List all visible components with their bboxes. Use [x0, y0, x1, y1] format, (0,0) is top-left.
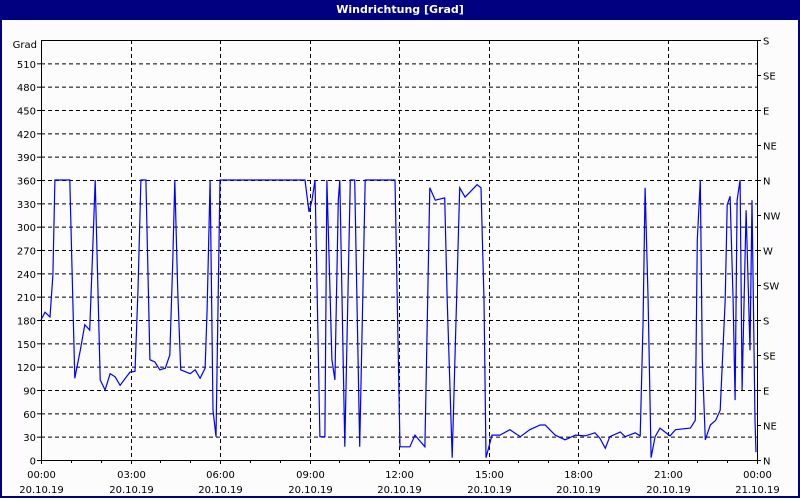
y2-tick-label: N — [763, 177, 770, 188]
y-tick-label: 90 — [23, 387, 36, 398]
x-tick-date: 20.10.19 — [288, 485, 333, 496]
y2-tick-label: S — [763, 37, 769, 48]
series-line-wind-direction — [40, 179, 757, 458]
x-tick-date: 20.10.19 — [646, 485, 691, 496]
x-tick-date: 20.10.19 — [467, 485, 512, 496]
y2-tick-label: NE — [763, 422, 777, 433]
y-tick-label: 270 — [17, 247, 36, 258]
x-tick-time: 12:00 — [385, 470, 414, 481]
y-tick-label: 0 — [30, 457, 36, 468]
y-tick-label: 60 — [23, 410, 36, 421]
x-tick-time: 03:00 — [117, 470, 146, 481]
x-tick-time: 15:00 — [475, 470, 504, 481]
window-title: Windrichtung [Grad] — [0, 0, 800, 20]
y-tick-label: 300 — [17, 223, 36, 234]
y-tick-label: 210 — [17, 293, 36, 304]
y2-tick-label: SE — [763, 72, 776, 83]
y2-tick-label: E — [763, 387, 769, 398]
y-tick-label: 480 — [17, 83, 36, 94]
y-tick-label: 330 — [17, 200, 36, 211]
x-tick-time: 00:00 — [743, 470, 772, 481]
y2-tick-label: S — [763, 317, 769, 328]
y-tick-label: 150 — [17, 340, 36, 351]
x-tick-time: 09:00 — [296, 470, 325, 481]
y2-tick-label: N — [763, 457, 770, 468]
x-tick-date: 20.10.19 — [556, 485, 601, 496]
x-tick-time: 00:00 — [27, 470, 56, 481]
y2-tick-label: SW — [763, 282, 779, 293]
y-tick-label: 510 — [17, 60, 36, 71]
y2-tick-label: W — [763, 247, 773, 258]
y-tick-label: 120 — [17, 363, 36, 374]
y-tick-label: 180 — [17, 317, 36, 328]
y-axis-label: Grad — [13, 40, 37, 51]
x-tick-date: 21.10.19 — [735, 485, 780, 496]
y2-tick-label: E — [763, 107, 769, 118]
y-tick-label: 420 — [17, 130, 36, 141]
y-tick-label: 360 — [17, 177, 36, 188]
x-tick-date: 20.10.19 — [198, 485, 243, 496]
y2-tick-label: NW — [763, 212, 780, 223]
x-tick-time: 21:00 — [654, 470, 683, 481]
x-tick-date: 20.10.19 — [109, 485, 154, 496]
y-tick-label: 450 — [17, 107, 36, 118]
y2-tick-label: SE — [763, 352, 776, 363]
x-tick-date: 20.10.19 — [19, 485, 64, 496]
y-tick-label: 30 — [23, 433, 36, 444]
y2-tick-label: NE — [763, 142, 777, 153]
y-tick-label: 390 — [17, 153, 36, 164]
x-tick-date: 20.10.19 — [377, 485, 422, 496]
y-tick-label: 240 — [17, 270, 36, 281]
x-tick-time: 18:00 — [564, 470, 593, 481]
x-tick-time: 06:00 — [206, 470, 235, 481]
